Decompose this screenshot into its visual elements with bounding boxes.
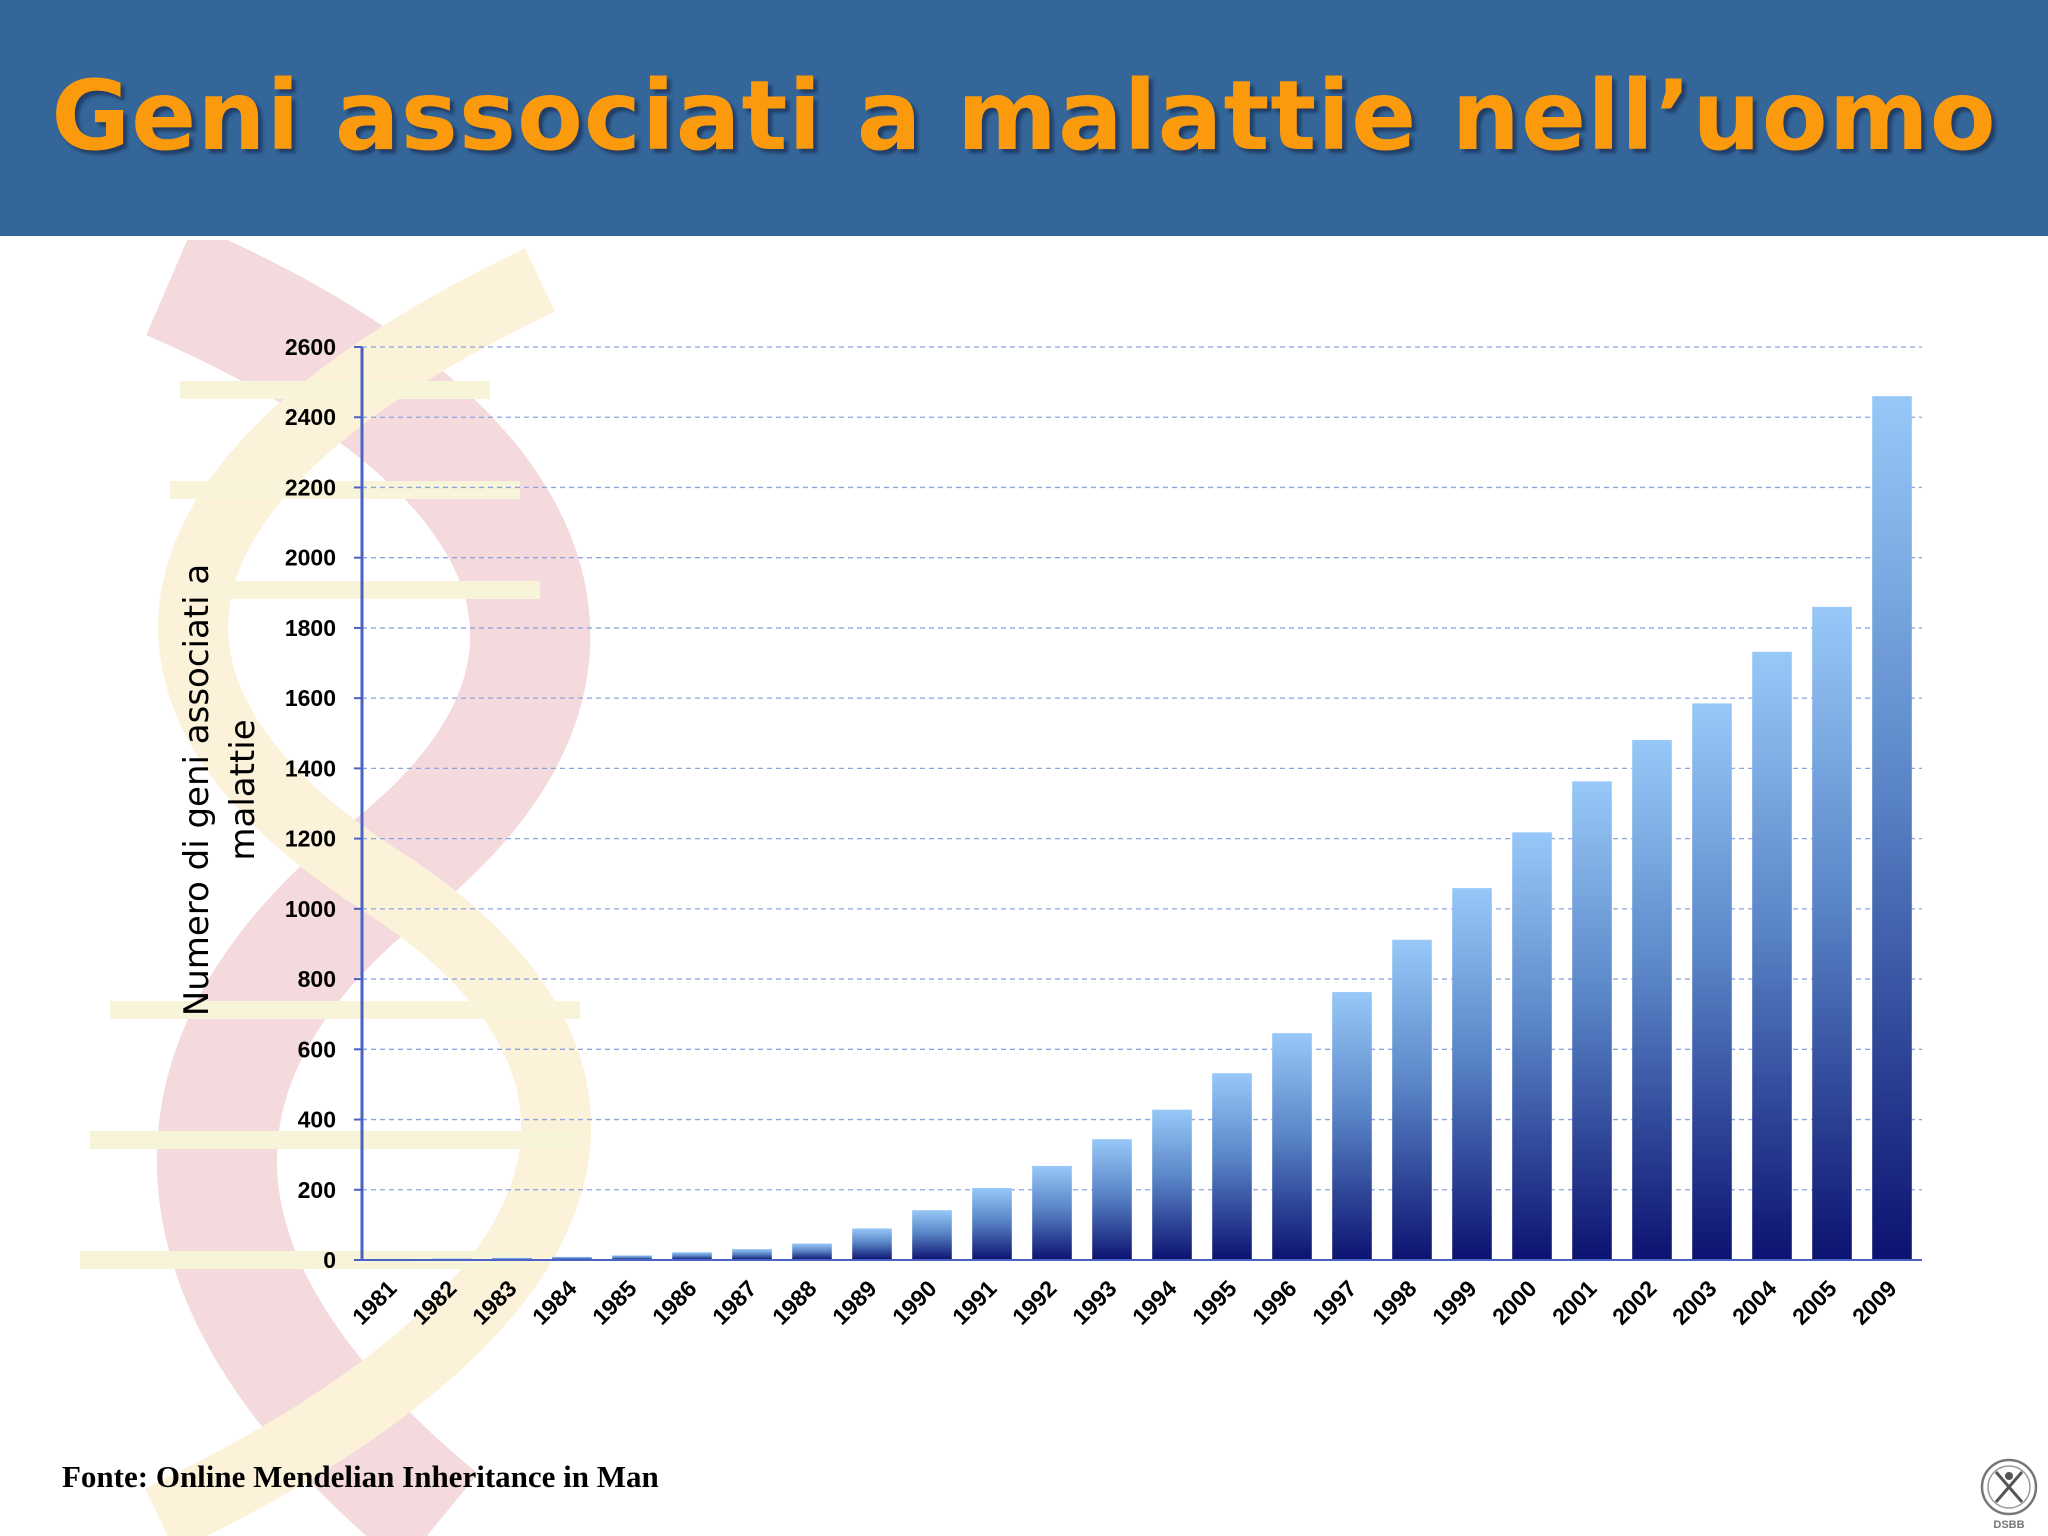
y-tick-label-0: 0 bbox=[323, 1247, 336, 1273]
bar-1991 bbox=[972, 1188, 1012, 1260]
x-tick-label-1989: 1989 bbox=[827, 1275, 882, 1330]
bar-1992 bbox=[1032, 1165, 1072, 1260]
bar-1990 bbox=[912, 1210, 952, 1260]
bar-1998 bbox=[1392, 939, 1432, 1260]
x-tick-label-1984: 1984 bbox=[527, 1275, 582, 1330]
y-axis-label-line-2: malattie bbox=[223, 719, 263, 861]
bar-1983 bbox=[492, 1257, 532, 1260]
x-tick-label-2002: 2002 bbox=[1607, 1275, 1662, 1330]
x-tick-label-1985: 1985 bbox=[587, 1275, 642, 1330]
bar-1994 bbox=[1152, 1109, 1192, 1260]
x-tick-label-1982: 1982 bbox=[407, 1275, 462, 1330]
bar-1996 bbox=[1272, 1033, 1312, 1260]
x-tick-label-1991: 1991 bbox=[947, 1275, 1002, 1330]
y-tick-label-1000: 1000 bbox=[285, 896, 336, 922]
x-tick-label-1999: 1999 bbox=[1427, 1275, 1482, 1330]
x-tick-label-1994: 1994 bbox=[1127, 1275, 1182, 1330]
y-axis-label: Numero di geni associati a malattie bbox=[174, 490, 266, 1090]
bar-2009 bbox=[1872, 396, 1912, 1261]
institution-logo: DSBB bbox=[1980, 1458, 2038, 1531]
y-tick-label-800: 800 bbox=[298, 966, 336, 992]
x-tick-label-2003: 2003 bbox=[1667, 1275, 1722, 1330]
bar-1987 bbox=[732, 1249, 772, 1260]
y-tick-label-2600: 2600 bbox=[285, 334, 336, 360]
bar-2005 bbox=[1812, 606, 1852, 1260]
title-banner bbox=[0, 0, 2048, 236]
x-tick-label-1987: 1987 bbox=[707, 1275, 762, 1330]
logo-text: DSBB bbox=[1993, 1519, 2024, 1531]
x-tick-label-1983: 1983 bbox=[467, 1275, 522, 1330]
bar-2000 bbox=[1512, 832, 1552, 1260]
source-note: Fonte: Online Mendelian Inheritance in M… bbox=[62, 1459, 659, 1494]
x-tick-label-1997: 1997 bbox=[1307, 1275, 1362, 1330]
y-tick-label-1400: 1400 bbox=[285, 755, 336, 781]
gridlines bbox=[362, 346, 1922, 1191]
bar-2002 bbox=[1632, 739, 1672, 1260]
x-tick-label-1990: 1990 bbox=[887, 1275, 942, 1330]
bar-1989 bbox=[852, 1228, 892, 1260]
x-tick-label-1986: 1986 bbox=[647, 1275, 702, 1330]
x-tick-label-2009: 2009 bbox=[1847, 1275, 1902, 1330]
y-tick-label-1200: 1200 bbox=[285, 826, 336, 852]
y-tick-label-2000: 2000 bbox=[285, 545, 336, 571]
x-tick-label-2001: 2001 bbox=[1547, 1275, 1602, 1330]
x-tick-label-1992: 1992 bbox=[1007, 1275, 1062, 1330]
x-tick-label-2004: 2004 bbox=[1727, 1275, 1782, 1330]
x-tick-label-1995: 1995 bbox=[1187, 1275, 1242, 1330]
x-tick-label-1993: 1993 bbox=[1067, 1275, 1122, 1330]
slide-title: Geni associati a malattie nell’uomo bbox=[51, 60, 1997, 172]
y-tick-label-2200: 2200 bbox=[285, 474, 336, 500]
y-tick-labels: 0 200 400 600 800 1000 1200 1400 1600 1800 2000 220… bbox=[285, 334, 362, 1273]
bar-1997 bbox=[1332, 992, 1372, 1260]
y-tick-label-1600: 1600 bbox=[285, 685, 336, 711]
bar-2003 bbox=[1692, 703, 1732, 1260]
y-tick-label-600: 600 bbox=[298, 1036, 336, 1062]
y-axis-label-line-1: Numero di geni associati a bbox=[177, 563, 217, 1017]
bar-1986 bbox=[672, 1252, 712, 1260]
x-tick-label-2005: 2005 bbox=[1787, 1275, 1842, 1330]
y-tick-label-2400: 2400 bbox=[285, 404, 336, 430]
x-tick-label-2000: 2000 bbox=[1487, 1275, 1542, 1330]
bar-1984 bbox=[552, 1256, 592, 1260]
x-tick-label-1998: 1998 bbox=[1367, 1275, 1422, 1330]
bar-2001 bbox=[1572, 781, 1612, 1260]
bars bbox=[372, 396, 1912, 1261]
bar-1988 bbox=[792, 1243, 832, 1260]
x-tick-label-1988: 1988 bbox=[767, 1275, 822, 1330]
bar-1985 bbox=[612, 1255, 652, 1260]
y-tick-label-1800: 1800 bbox=[285, 615, 336, 641]
axes bbox=[360, 347, 1922, 1261]
bar-1993 bbox=[1092, 1139, 1132, 1260]
y-tick-label-200: 200 bbox=[298, 1177, 336, 1203]
x-tick-label-1996: 1996 bbox=[1247, 1275, 1302, 1330]
x-category-labels: 1981 1982 1983 1984 1985 1986 1987 1988 1989 1990… bbox=[347, 1275, 1902, 1330]
bar-2004 bbox=[1752, 651, 1792, 1260]
y-tick-label-400: 400 bbox=[298, 1107, 336, 1133]
bar-1995 bbox=[1212, 1073, 1252, 1260]
bar-1999 bbox=[1452, 888, 1492, 1260]
x-tick-label-1981: 1981 bbox=[347, 1275, 402, 1330]
